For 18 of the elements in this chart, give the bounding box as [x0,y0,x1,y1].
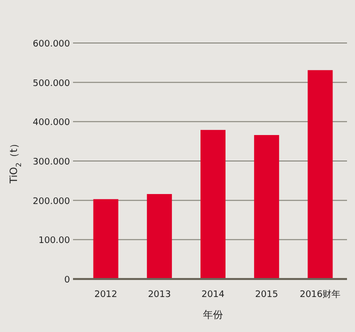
bar [200,130,226,279]
y-tick-label: 400.000 [32,118,70,128]
y-tick-label: 500.000 [32,78,70,89]
x-tick-label: 2012 [94,290,118,300]
x-tick-label: 2014 [202,290,225,300]
x-tick-label: 2016财年 [300,289,341,300]
bar [254,135,280,279]
y-tick-label: 300.000 [32,158,70,168]
x-axis-title: 年份 [203,309,223,321]
y-tick-label: 600.000 [32,40,70,50]
y-tick-label: 0 [64,276,70,286]
bar [146,194,172,279]
bar [308,70,333,279]
x-tick-label: 2015 [255,290,278,300]
y-tick-label: 200.000 [32,196,70,207]
y-tick-label: 100.00 [38,236,70,246]
bar [93,199,118,279]
x-tick-label: 2013 [148,290,171,300]
